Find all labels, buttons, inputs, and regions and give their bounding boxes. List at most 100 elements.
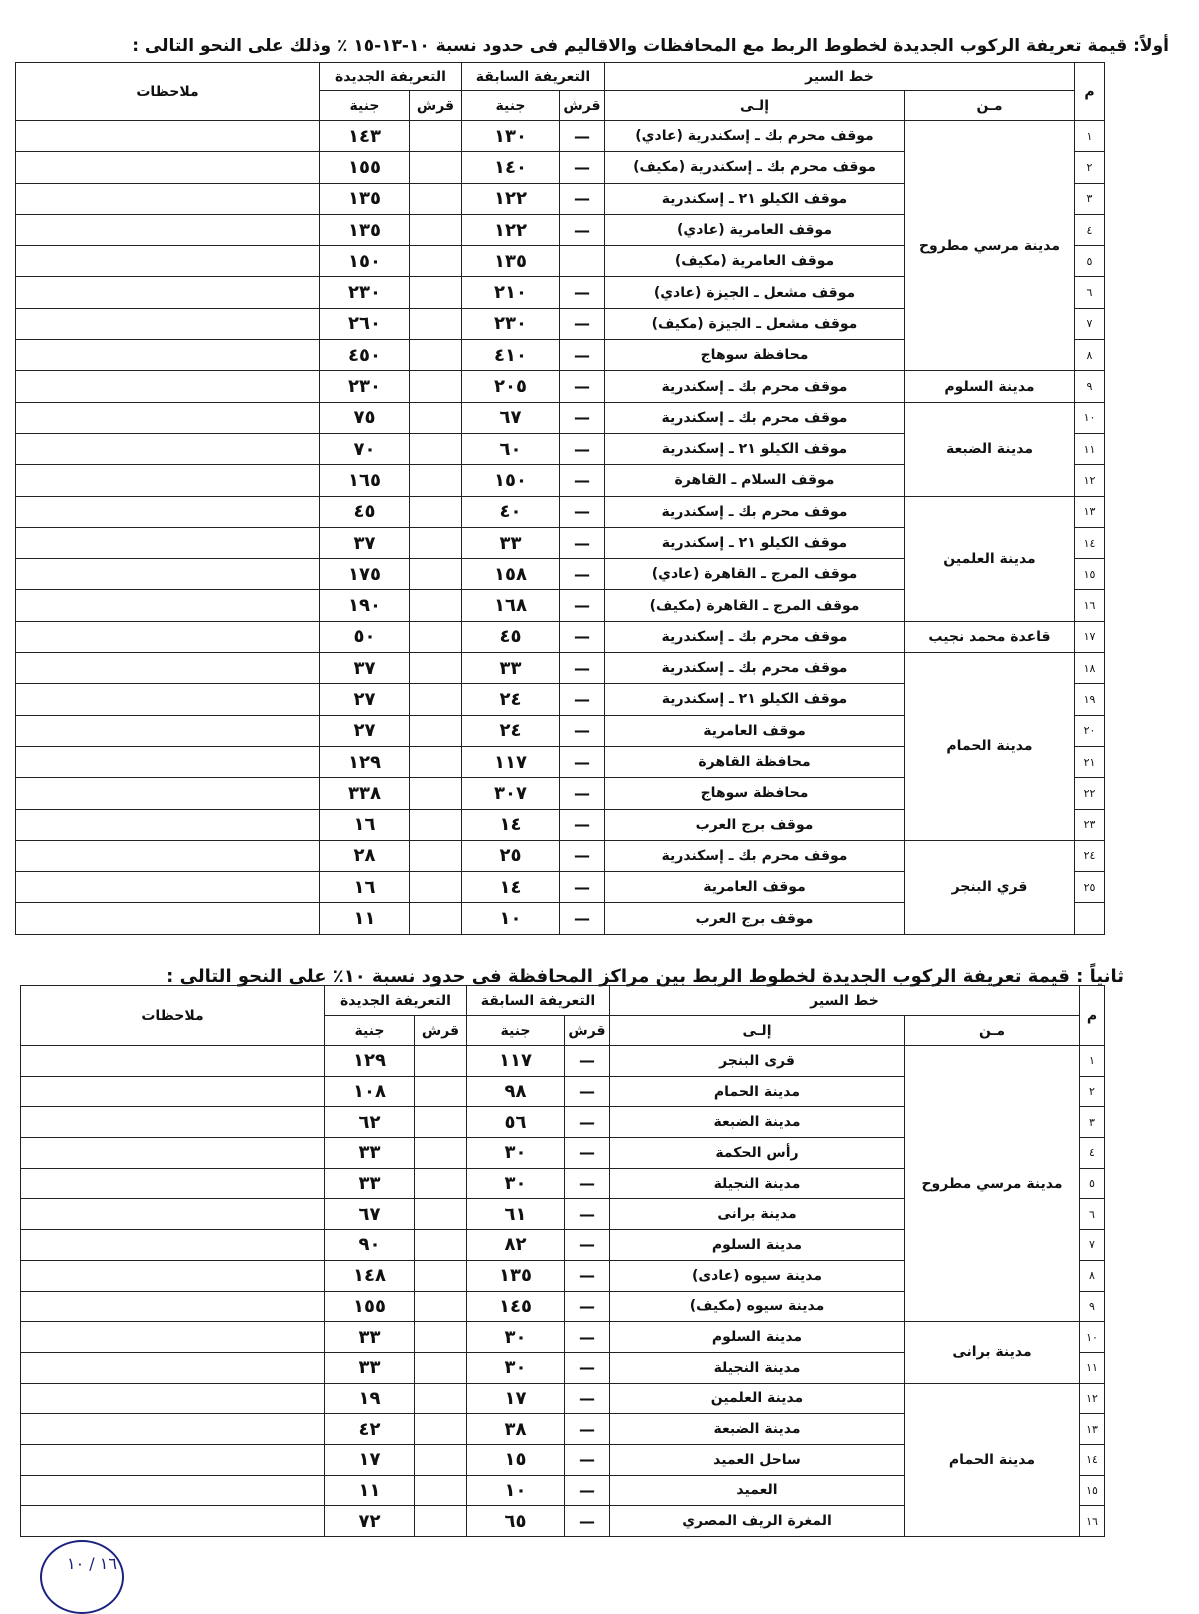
- route-to: مدينة برانى: [609, 1198, 905, 1231]
- old-fare-qirsh: —: [559, 526, 605, 560]
- route-to: مدينة الحمام: [609, 1075, 905, 1108]
- new-fare-qirsh: [409, 151, 462, 184]
- new-fare-qirsh: [414, 1474, 467, 1507]
- old-qirsh-header: قرش: [559, 90, 605, 121]
- row-number: ١٢: [1079, 1382, 1105, 1415]
- row-number: ٢١: [1074, 745, 1105, 779]
- route-to: مدينة العلمين: [609, 1382, 905, 1415]
- new-fare-qirsh: [409, 276, 462, 309]
- notes-header: ملاحظات: [20, 985, 325, 1046]
- route-to: محافظة سوهاج: [604, 339, 905, 372]
- old-fare-pound: ١٥٠: [461, 464, 560, 497]
- old-fare-pound: ٣٠٧: [461, 777, 560, 810]
- table-row: ٢٢ محافظة سوهاج —٣٠٧ ٣٣٨: [15, 777, 1105, 810]
- new-fare-pound: ٧٥: [318, 401, 411, 434]
- table-row: ١٢ مدينة الحمام مدينة العلمين —١٧ ١٩: [20, 1382, 1105, 1538]
- route-to: رأس الحكمة: [609, 1137, 905, 1169]
- table-row: موقف برج العرب —١٠ ١١: [15, 902, 1105, 935]
- old-fare-pound: ٤١٠: [461, 339, 560, 372]
- row-number: ٢٣: [1074, 808, 1105, 841]
- table-row: ٦ مدينة برانى —٦١ ٦٧: [20, 1198, 1105, 1231]
- old-fare-pound: ٤٠: [461, 495, 560, 528]
- num-header: م: [1079, 985, 1105, 1046]
- table-row: ٩ مدينة سيوه (مكيف) —١٤٥ ١٥٥: [20, 1290, 1105, 1323]
- route-from: مدينة السلوم: [904, 370, 1075, 403]
- new-fare-qirsh: [409, 213, 462, 247]
- route-to: قرى البنجر: [609, 1045, 905, 1077]
- new-fare-qirsh: [409, 652, 462, 685]
- new-fare-qirsh: [414, 1167, 467, 1200]
- route-to: موقف محرم بك ـ إسكندرية: [604, 620, 905, 654]
- old-fare-qirsh: —: [559, 620, 605, 654]
- new-qirsh-header: قرش: [414, 1015, 467, 1046]
- notes-cell: [15, 307, 320, 341]
- old-fare-pound: ١٤: [461, 808, 560, 841]
- row-number: ٧: [1079, 1229, 1105, 1261]
- old-fare-pound: ١٦٨: [461, 589, 560, 622]
- route-to: موقف المرج ـ القاهرة (مكيف): [604, 589, 905, 622]
- old-fare-qirsh: —: [559, 464, 605, 497]
- old-fare-pound: ١١٧: [466, 1045, 565, 1077]
- notes-cell: [20, 1259, 325, 1292]
- notes-cell: [15, 151, 320, 184]
- new-fare-qirsh: [409, 119, 462, 153]
- old-fare-qirsh: —: [564, 1443, 610, 1476]
- row-number: ١٥: [1074, 558, 1105, 591]
- route-header: خط السير: [604, 62, 1075, 91]
- notes-cell: [15, 370, 320, 403]
- old-fare-pound: ٢٣٠: [461, 307, 560, 341]
- notes-cell: [20, 1045, 325, 1077]
- new-fare-pound: ٧٠: [318, 432, 411, 466]
- old-fare-pound: ٣٠: [466, 1167, 565, 1200]
- new-fare-pound: ٦٢: [323, 1106, 416, 1139]
- new-fare-pound: ٣٧: [318, 526, 411, 560]
- notes-cell: [15, 808, 320, 841]
- route-to: موقف المرج ـ القاهرة (عادي): [604, 558, 905, 591]
- notes-cell: [20, 1351, 325, 1384]
- table-row: ١٨ مدينة الحمام موقف محرم بك ـ إسكندرية —٣٣…: [15, 652, 1105, 841]
- from-header: مـن: [904, 90, 1075, 121]
- table-row: ٥ موقف العامرية (مكيف) ١٣٥ ١٥٠: [15, 245, 1105, 278]
- old-fare-qirsh: —: [564, 1106, 610, 1139]
- route-to: موقف العامرية: [604, 871, 905, 904]
- new-fare-qirsh: [414, 1229, 467, 1261]
- route-to: مدينة النجيلة: [609, 1167, 905, 1200]
- from-header: مـن: [904, 1015, 1080, 1046]
- table-row: ١٦ المغرة الريف المصري —٦٥ ٧٢: [20, 1505, 1105, 1537]
- notes-cell: [20, 1505, 325, 1537]
- row-number: ٢٢: [1074, 777, 1105, 810]
- new-fare-qirsh: [409, 464, 462, 497]
- old-fare-qirsh: —: [564, 1382, 610, 1415]
- route-to: موقف السلام ـ القاهرة: [604, 464, 905, 497]
- notes-cell: [15, 652, 320, 685]
- old-fare-qirsh: —: [559, 745, 605, 779]
- route-to: موقف الكيلو ٢١ ـ إسكندرية: [604, 182, 905, 215]
- row-number: ٩: [1079, 1290, 1105, 1323]
- section1-fare-table: م خط السير التعريفة السابقة التعريفة الج…: [15, 62, 1105, 935]
- section2-title: ثانياً : قيمة تعريفة الركوب الجديدة لخطو…: [166, 966, 1124, 987]
- old-fare-qirsh: —: [559, 871, 605, 904]
- row-number: ٢: [1079, 1075, 1105, 1108]
- old-fare-pound: ٤٥: [461, 620, 560, 654]
- notes-cell: [20, 1382, 325, 1415]
- old-fare-qirsh: —: [564, 1413, 610, 1445]
- table-row: ٢٣ موقف برج العرب —١٤ ١٦: [15, 808, 1105, 841]
- row-number: ١: [1079, 1045, 1105, 1077]
- to-header: إلـى: [609, 1015, 905, 1046]
- route-to: موقف العامرية (عادي): [604, 213, 905, 247]
- row-number: ١٠: [1079, 1321, 1105, 1353]
- old-fare-qirsh: —: [564, 1198, 610, 1231]
- new-fare-qirsh: [414, 1382, 467, 1415]
- row-number: ١٨: [1074, 652, 1105, 685]
- notes-cell: [15, 558, 320, 591]
- old-fare-pound: ١٢٢: [461, 213, 560, 247]
- old-fare-qirsh: —: [559, 432, 605, 466]
- old-fare-qirsh: —: [559, 307, 605, 341]
- row-number: ١٧: [1074, 620, 1105, 654]
- new-fare-pound: ١٣٥: [318, 213, 411, 247]
- new-fare-qirsh: [414, 1321, 467, 1353]
- notes-header: ملاحظات: [15, 62, 320, 121]
- route-from: قري البنجر: [904, 839, 1075, 935]
- route-from: مدينة الحمام: [904, 1382, 1080, 1538]
- new-fare-pound: ٤٥: [318, 495, 411, 528]
